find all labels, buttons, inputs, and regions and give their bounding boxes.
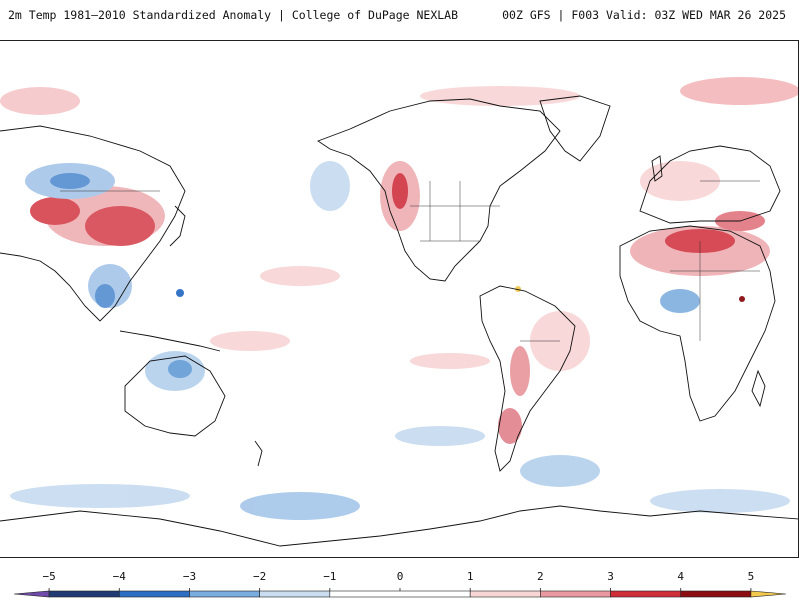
colorbar-bin <box>469 590 541 598</box>
colorbar-bin <box>610 590 682 598</box>
colorbar-tick-label: 1 <box>466 570 474 583</box>
colorbar-tick-label: 0 <box>396 570 404 583</box>
colorbar-bin <box>118 590 190 598</box>
colorbar-tick-label: −5 <box>42 570 56 583</box>
model-valid-time: 00Z GFS | F003 Valid: 03Z WED MAR 26 202… <box>502 8 786 22</box>
colorbar-bin <box>329 590 471 598</box>
colorbar-bin <box>48 590 120 598</box>
colorbar-bin <box>540 590 611 598</box>
anomaly-map <box>0 40 799 558</box>
colorbar-bin <box>680 590 752 598</box>
country-borders <box>60 180 760 342</box>
colorbar-tick-label: −4 <box>112 570 126 583</box>
colorbar-tick-label: −2 <box>253 570 267 583</box>
anomaly-shading <box>0 77 798 520</box>
colorbar-tick-label: −1 <box>323 570 337 583</box>
colorbar-tick-label: 5 <box>747 570 755 583</box>
colorbar-tick-label: 2 <box>537 570 544 583</box>
colorbar-tick-label: −3 <box>182 570 197 583</box>
header: 2m Temp 1981–2010 Standardized Anomaly |… <box>0 0 800 40</box>
colorbar-bin <box>189 590 260 598</box>
map-canvas <box>0 41 798 557</box>
colorbar-tick-label: 3 <box>607 570 614 583</box>
colorbar-bin <box>13 590 50 598</box>
map-title: 2m Temp 1981–2010 Standardized Anomaly |… <box>8 8 459 22</box>
colorbar-strip <box>13 588 787 598</box>
colorbar-tick-label: 4 <box>677 570 685 583</box>
colorbar-bin <box>750 590 787 598</box>
colorbar: −5 −4 −3 −2 −1 0 1 2 3 4 5 <box>0 570 800 600</box>
colorbar-bin <box>259 590 331 598</box>
